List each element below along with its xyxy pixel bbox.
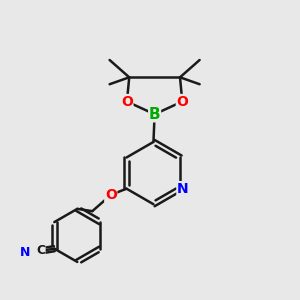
Text: N: N [177,182,189,196]
Text: N: N [20,246,31,259]
Text: O: O [176,94,188,109]
Text: O: O [121,94,133,109]
Text: O: O [105,188,117,202]
Text: C: C [36,244,45,257]
Text: B: B [149,107,161,122]
